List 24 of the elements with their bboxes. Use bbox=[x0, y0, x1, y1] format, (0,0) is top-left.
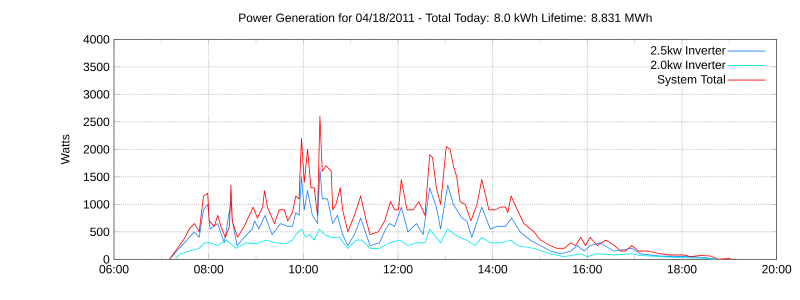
x-tick-label: 08:00 bbox=[194, 264, 224, 274]
y-tick-label: 1500 bbox=[84, 172, 110, 182]
line-series bbox=[168, 168, 719, 260]
x-tick-label: 12:00 bbox=[384, 264, 413, 274]
legend-label: System Total bbox=[658, 74, 725, 86]
line-series bbox=[168, 116, 733, 260]
y-tick-label: 3000 bbox=[84, 90, 110, 99]
y-tick-label: 3500 bbox=[84, 62, 110, 72]
x-tick-label: 14:00 bbox=[478, 264, 508, 274]
x-tick-label: 18:00 bbox=[668, 264, 697, 274]
legend-label: 2.5kw Inverter bbox=[650, 46, 726, 55]
y-tick-label: 4000 bbox=[83, 35, 110, 44]
y-tick-label: 2000 bbox=[84, 145, 110, 154]
y-tick-label: 2500 bbox=[84, 118, 110, 126]
chart-title: Power Generation for 04/18/2011 - Total Today: 8.0 kWh Lifetime: 8.831 MWh bbox=[239, 13, 652, 24]
y-tick-label: 500 bbox=[90, 228, 110, 236]
y-axis-title: Watts bbox=[61, 134, 70, 164]
x-tick-label: 16:00 bbox=[573, 264, 602, 274]
legend-label: 2.0kw Inverter bbox=[650, 60, 726, 70]
x-tick-label: 10:00 bbox=[289, 264, 318, 274]
y-tick-label: 1000 bbox=[84, 200, 110, 209]
x-tick-label: 20:00 bbox=[762, 264, 792, 274]
x-tick-label: 06:00 bbox=[99, 264, 129, 274]
y-tick-label: 0 bbox=[104, 255, 110, 264]
